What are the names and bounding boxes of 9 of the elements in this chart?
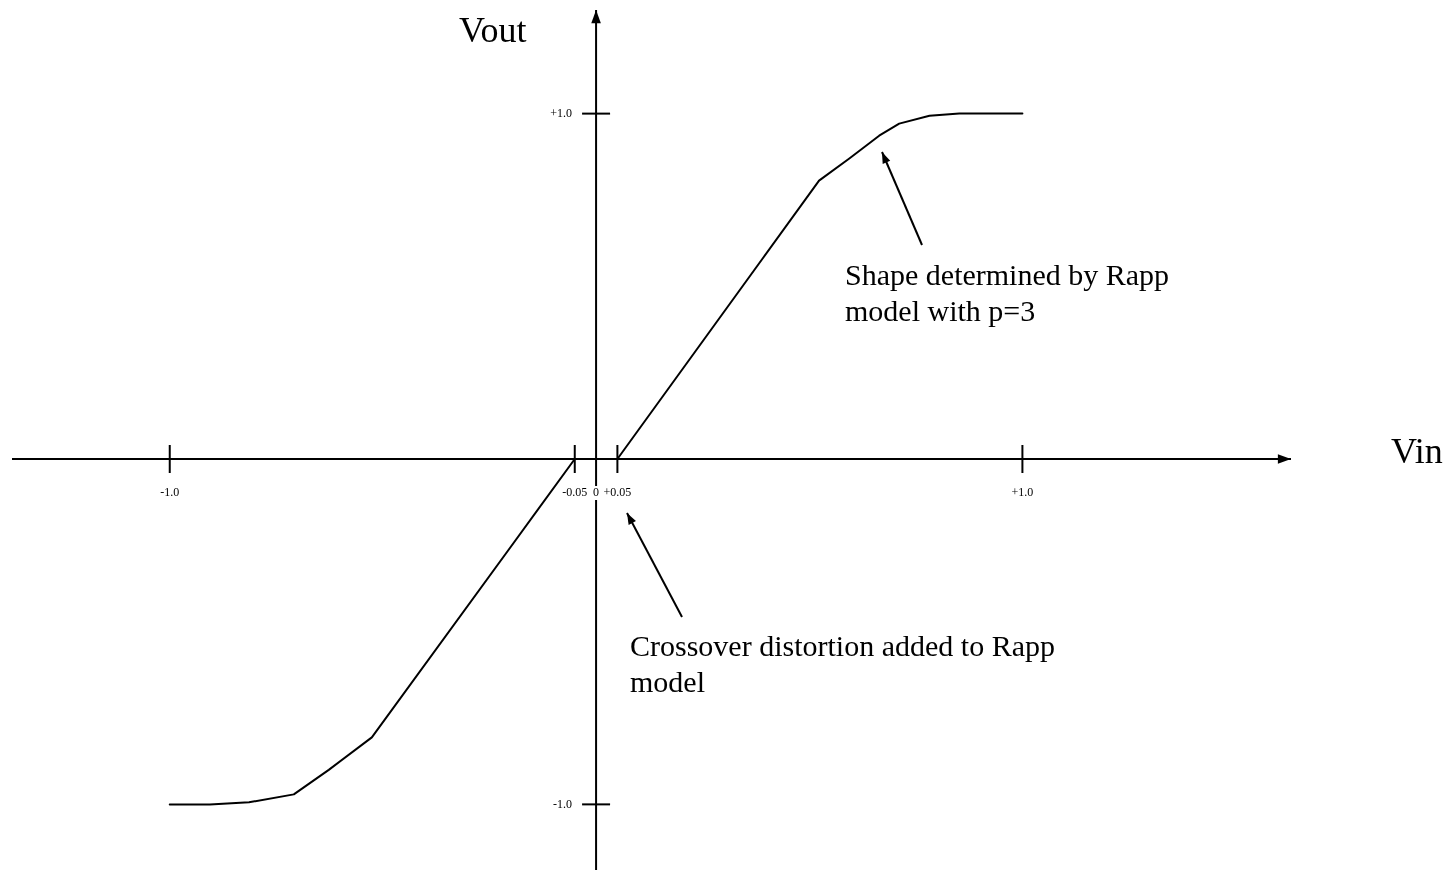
annotation: Shape determined by Rapp model with p=3 xyxy=(845,257,1170,327)
y-axis-title: Vout xyxy=(459,10,527,51)
x-tick-label: +1.0 xyxy=(1011,485,1034,500)
x-axis-title: Vin xyxy=(1391,431,1443,472)
annotation: Crossover distortion added to Rapp model xyxy=(630,628,1055,698)
x-tick-label: +0.05 xyxy=(603,485,632,500)
x-tick-label: -0.05 xyxy=(562,485,588,500)
x-tick-label: -1.0 xyxy=(160,485,180,500)
x-tick-label: 0 xyxy=(593,485,600,500)
